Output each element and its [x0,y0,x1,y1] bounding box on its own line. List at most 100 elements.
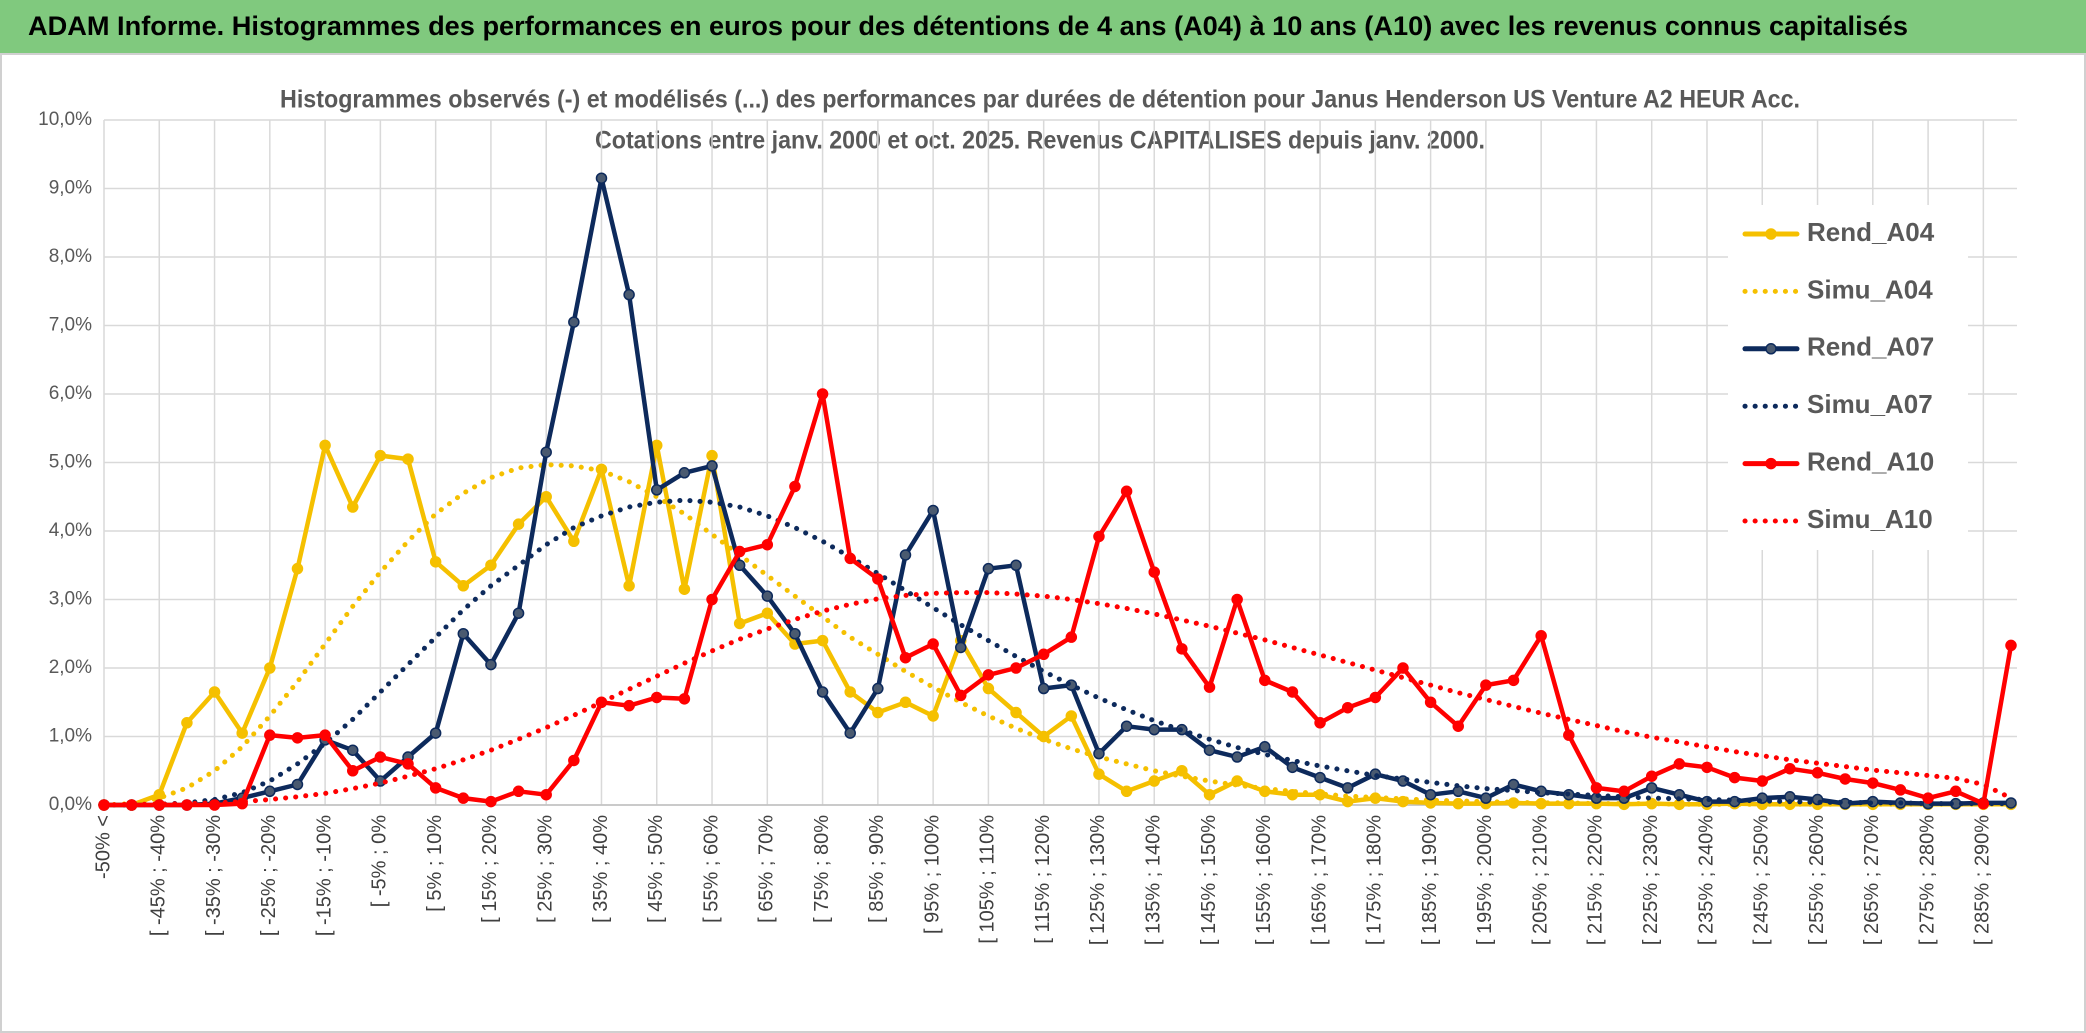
y-tick-label: 1,0% [49,726,92,747]
x-tick-label: [ 275% ; 280% [1916,815,1938,945]
data-point [872,682,884,695]
x-tick-label: [ 195% ; 200% [1474,815,1496,945]
data-point [678,693,691,705]
data-point [1259,674,1271,687]
x-tick-label: [ 45% ; 50% [645,815,667,923]
data-point [955,641,967,654]
data-point [264,662,276,674]
data-point [181,717,193,729]
x-tick-label: [ 95% ; 100% [921,815,943,934]
data-point [899,549,912,561]
header-title: ADAM Informe. Histogrammes des performan… [28,11,1908,41]
data-point [1314,771,1326,784]
x-tick-label: [ 225% ; 230% [1640,815,1662,945]
data-point [816,686,829,698]
data-point [1480,679,1492,691]
data-point [1397,662,1409,674]
data-point [844,727,856,739]
x-tick-label: [ 175% ; 180% [1364,815,1386,945]
y-tick-label: 2,0% [49,657,92,678]
x-tick-label: [ 155% ; 160% [1253,815,1275,945]
data-point [1535,630,1547,642]
x-tick-label: [ 205% ; 210% [1529,815,1551,945]
x-tick-label: [ 55% ; 60% [700,815,722,923]
data-point [1148,566,1160,578]
data-point [1894,784,1907,796]
data-point [1148,775,1160,787]
legend-label: Simu_A04 [1807,274,1933,304]
data-point [457,580,470,592]
series-line [101,497,2014,808]
data-point [512,785,525,798]
data-point [1977,797,1990,810]
y-tick-label: 7,0% [49,315,92,336]
legend-label: Simu_A10 [1807,504,1933,534]
y-tick-label: 6,0% [49,383,92,404]
data-point [346,765,359,777]
legend-label: Simu_A07 [1807,389,1933,419]
data-point [1563,729,1575,741]
legend-box [1728,205,1968,550]
x-tick-label: [ 75% ; 80% [811,815,833,923]
data-point [1784,762,1796,775]
data-point [1839,773,1851,785]
data-point [706,460,718,472]
data-point [1286,686,1299,698]
x-tick-label: [ -35% ; -30% [203,815,225,936]
y-tick-label: 10,0% [38,109,92,130]
data-point [568,754,580,767]
data-point [761,538,774,551]
data-point [706,593,718,606]
series-line [101,590,2014,808]
legend-marker [1765,457,1777,470]
data-point [1120,485,1133,498]
data-point [623,580,635,592]
data-point [1728,771,1741,784]
data-point [899,651,912,664]
x-tick-label: [ 135% ; 140% [1143,815,1165,945]
x-tick-label: [ 5% ; 10% [424,815,446,912]
data-point [1756,775,1769,787]
data-point [568,535,580,548]
data-point [761,607,774,619]
data-point [1231,593,1243,606]
data-point [982,669,995,681]
data-point [955,689,967,702]
x-tick-label: [ 265% ; 270% [1861,815,1883,945]
y-tick-label: 3,0% [49,589,92,610]
data-point [291,562,304,575]
data-point [789,628,801,640]
data-point [733,545,746,558]
data-point [1231,751,1243,763]
data-point [982,682,995,695]
data-point [1949,785,1962,798]
y-tick-label: 8,0% [49,246,92,267]
x-tick-label: [ 125% ; 130% [1087,815,1109,945]
data-point [733,617,746,630]
data-point [678,467,691,479]
data-point [623,699,635,712]
legend: Rend_A04 Simu_A04 Rend_A07 Simu_A07 Rend_A10… [1728,205,1968,550]
x-tick-label: [ 65% ; 70% [756,815,778,923]
data-point [844,552,856,565]
data-point [457,792,470,804]
legend-label: Rend_A04 [1807,217,1935,247]
data-point [651,484,663,496]
data-point [761,590,774,602]
data-point [1120,785,1133,798]
data-point [346,744,359,756]
data-point [1176,643,1188,655]
data-point [1369,691,1382,704]
data-point [1341,701,1354,714]
y-tick-label: 0,0% [49,794,92,815]
data-point [374,449,387,462]
data-point [429,727,442,739]
data-point [1037,682,1050,695]
data-point [1203,744,1216,756]
series-line [101,391,2014,808]
data-point [1590,782,1603,794]
legend-label: Rend_A07 [1807,332,1934,362]
data-point [1148,723,1160,736]
data-point [927,638,939,650]
data-point [485,559,497,571]
